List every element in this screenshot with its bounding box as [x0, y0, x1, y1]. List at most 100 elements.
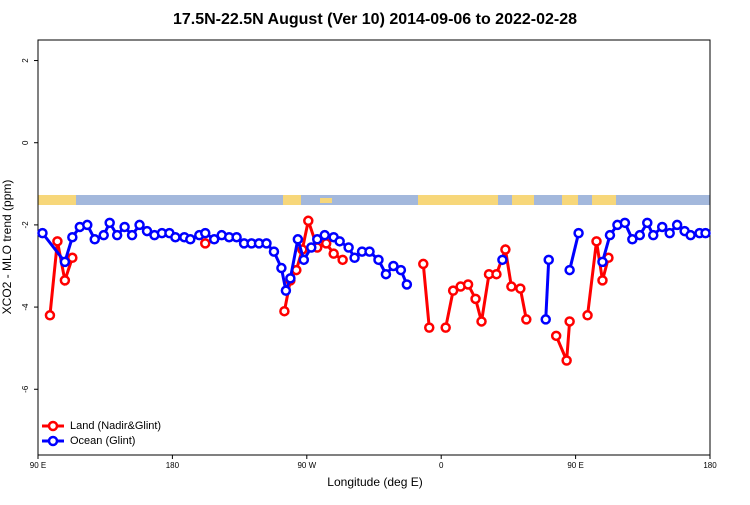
data-point [111, 229, 123, 241]
data-point [37, 227, 48, 239]
ocean-strip [38, 195, 710, 205]
y-tick-label: 2 [21, 58, 30, 63]
data-point [126, 229, 138, 241]
data-point [418, 258, 429, 270]
land-strip [592, 195, 616, 205]
data-point [268, 246, 280, 257]
x-tick-label: 90 E [567, 461, 583, 470]
y-tick-label: -4 [21, 303, 30, 311]
data-point [67, 231, 78, 243]
data-point [506, 281, 517, 292]
land-strip [512, 195, 534, 205]
data-point [373, 254, 384, 266]
data-point [303, 215, 314, 227]
data-point [648, 229, 659, 241]
series-line [568, 232, 581, 271]
data-point [119, 221, 130, 233]
plot-frame [37, 39, 711, 456]
chart-title: 17.5N-22.5N August (Ver 10) 2014-09-06 t… [173, 11, 577, 28]
x-tick-label: 180 [166, 461, 180, 470]
data-point [627, 234, 638, 245]
data-point [279, 305, 290, 317]
data-point [550, 330, 562, 342]
series-line [421, 263, 431, 328]
data-point [540, 314, 551, 325]
data-point [642, 217, 653, 229]
legend-marker [47, 435, 59, 447]
data-point [424, 322, 435, 333]
data-point [380, 268, 392, 280]
data-point [521, 314, 532, 325]
data-point [52, 236, 63, 247]
data-point [440, 322, 451, 333]
data-point [208, 234, 220, 245]
data-point [591, 236, 602, 247]
data-point [312, 234, 323, 245]
data-point [561, 355, 572, 366]
data-point [395, 264, 407, 276]
data-point [89, 234, 100, 245]
data-point [573, 227, 584, 239]
data-point [59, 275, 71, 286]
x-tick-label: 90 E [30, 461, 46, 470]
data-point [470, 293, 481, 305]
data-point [364, 246, 375, 257]
data-point [200, 238, 211, 249]
y-axis-label: XCO2 - MLO trend (ppm) [0, 180, 14, 315]
data-point [319, 229, 330, 241]
data-point [261, 238, 272, 249]
data-point [334, 236, 345, 247]
series [37, 217, 711, 325]
data-point [337, 254, 348, 266]
data-point [82, 219, 93, 231]
data-point [185, 234, 196, 245]
data-point [564, 264, 575, 276]
series-line [554, 321, 572, 362]
land-strip [418, 195, 498, 205]
data-point [401, 279, 413, 290]
data-point [98, 229, 109, 241]
data-point [604, 229, 616, 241]
data-point [298, 254, 310, 266]
land-strip [283, 195, 301, 205]
land-strip [38, 195, 76, 205]
x-axis-label: Longitude (deg E) [327, 475, 422, 489]
data-point [476, 316, 487, 327]
data-point [44, 310, 56, 321]
data-point [285, 273, 296, 284]
legend: Land (Nadir&Glint) Ocean (Glint) [42, 420, 161, 447]
data-point [564, 316, 575, 327]
y-tick-label: -2 [21, 221, 30, 229]
data-point [170, 231, 181, 243]
data-point [500, 244, 511, 255]
map-strip [38, 195, 710, 205]
legend-label: Land (Nadir&Glint) [70, 420, 161, 432]
data-point [447, 285, 459, 296]
data-point [67, 252, 78, 264]
data-point [320, 238, 332, 249]
x-tick-label: 0 [439, 461, 444, 470]
legend-label: Ocean (Glint) [70, 435, 135, 447]
data-point [388, 260, 399, 272]
data-point [462, 279, 474, 290]
data-point [634, 229, 646, 241]
x-tick-label: 90 W [297, 461, 316, 470]
land-strip [320, 198, 332, 203]
data-point [656, 221, 668, 233]
data-point [231, 231, 242, 243]
data-point [104, 217, 115, 229]
data-point [280, 285, 292, 296]
data-point [664, 227, 675, 239]
data-point [671, 219, 683, 231]
data-point [582, 310, 593, 321]
data-point [59, 256, 71, 268]
data-point [141, 225, 153, 237]
data-point [597, 256, 608, 268]
data-point [700, 227, 711, 239]
land-strip [562, 195, 578, 205]
data-point [343, 242, 354, 253]
data-point [543, 254, 554, 266]
data-point [306, 242, 317, 253]
